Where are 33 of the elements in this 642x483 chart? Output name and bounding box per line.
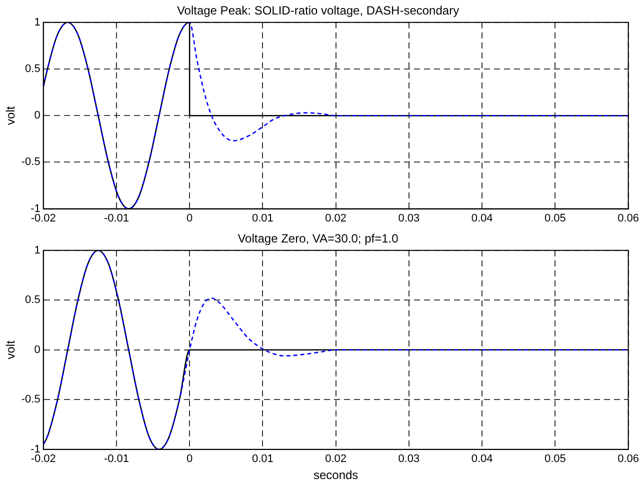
x-tick-label: 0.03 <box>398 212 420 224</box>
y-tick-label: -0.5 <box>21 156 40 168</box>
y-tick-label: 0.5 <box>25 63 40 76</box>
y-tick-label: 0 <box>34 344 40 356</box>
y-axis-title: volt <box>4 106 18 125</box>
y-tick-label: 0.5 <box>25 294 40 306</box>
x-tick-label: 0.02 <box>325 453 347 466</box>
x-tick-label: -0.01 <box>104 212 130 224</box>
x-tick-label: 0.01 <box>252 453 274 466</box>
y-tick-label: -1 <box>30 202 40 215</box>
y-tick-label: 1 <box>34 16 40 28</box>
x-tick-label: 0.04 <box>471 453 493 466</box>
x-tick-label: 0.06 <box>618 453 640 466</box>
y-tick-label: 0 <box>34 110 40 122</box>
x-tick-label: 0.02 <box>325 212 347 224</box>
y-tick-label: 1 <box>34 244 40 256</box>
x-tick-label: 0.05 <box>544 453 566 466</box>
x-tick-label: 0.04 <box>471 212 493 224</box>
y-axis-title: volt <box>4 340 18 360</box>
x-tick-label: 0 <box>186 212 193 224</box>
x-tick-label: 0.01 <box>252 212 274 224</box>
x-axis-title: seconds <box>313 468 358 482</box>
chart-title: Voltage Peak: SOLID-ratio voltage, DASH-secondary <box>176 4 460 18</box>
x-tick-label: 0.06 <box>618 212 640 224</box>
x-tick-label: -0.02 <box>30 453 56 466</box>
x-tick-label: -0.01 <box>104 453 130 466</box>
x-tick-label: 0 <box>186 453 193 466</box>
x-tick-label: 0.05 <box>544 212 566 224</box>
y-tick-label: -1 <box>30 443 40 456</box>
y-tick-label: -0.5 <box>21 394 40 406</box>
x-tick-label: -0.02 <box>30 212 56 224</box>
x-tick-label: 0.03 <box>398 453 420 466</box>
chart-title: Voltage Zero, VA=30.0; pf=1.0 <box>238 232 399 246</box>
